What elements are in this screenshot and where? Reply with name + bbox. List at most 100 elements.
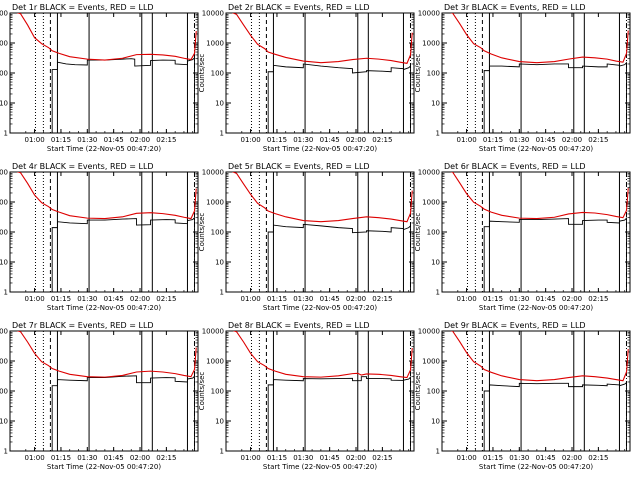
series-line-lld — [16, 331, 197, 378]
x-tick-label: 02:15 — [156, 295, 176, 303]
y-tick-label: 100 — [427, 229, 440, 237]
y-tick-label: 1 — [436, 448, 440, 456]
y-tick-label: 100 — [0, 229, 8, 237]
y-tick-label: 100 — [427, 388, 440, 396]
series-line-lld — [449, 331, 629, 382]
y-axis-label: Counts/sec — [198, 372, 206, 411]
x-tick-label: 02:00 — [346, 295, 366, 303]
x-tick-label: 01:15 — [483, 454, 503, 462]
y-tick-label: 1000 — [206, 199, 224, 207]
series-group — [16, 331, 197, 451]
x-tick-label: 01:45 — [536, 295, 556, 303]
x-tick-label: 01:30 — [509, 295, 529, 303]
y-tick-label: 1000 — [206, 40, 224, 48]
plot-frame — [441, 171, 631, 293]
series-line-lld — [16, 13, 197, 61]
y-tick-label: 1 — [220, 130, 224, 138]
chart-title: Det 6r BLACK = Events, RED = LLD — [444, 162, 586, 171]
plot-frame — [441, 330, 631, 452]
y-tick-label: 1000 — [0, 40, 8, 48]
y-tick-label: 1000 — [422, 358, 440, 366]
x-tick-label: 01:15 — [483, 136, 503, 144]
x-tick-label: 01:30 — [509, 136, 529, 144]
y-tick-label: 10000 — [202, 169, 224, 177]
x-tick-label: 01:30 — [293, 295, 313, 303]
x-tick-label: 02:00 — [130, 454, 150, 462]
x-axis-label: Start Time (22-Nov-05 00:47:20) — [479, 145, 593, 153]
x-tick-label: 01:00 — [241, 454, 261, 462]
x-tick-label: 01:15 — [267, 136, 287, 144]
chart-panel-1: 1 10 100 1000 10000 01:00 01:15 01:30 01:45 02:00… — [0, 3, 199, 153]
chart-title: Det 7r BLACK = Events, RED = LLD — [12, 321, 154, 330]
x-axis-label: Start Time (22-Nov-05 00:47:20) — [263, 304, 377, 312]
x-tick-label: 01:00 — [457, 454, 477, 462]
y-axis-label: Counts/sec — [198, 54, 206, 93]
series-line-events — [267, 63, 411, 133]
y-tick-label: 1 — [4, 448, 8, 456]
y-tick-label: 10 — [0, 259, 8, 267]
y-tick-label: 1 — [4, 130, 8, 138]
plot-frame — [225, 12, 415, 134]
y-tick-label: 1000 — [422, 199, 440, 207]
y-tick-label: 10 — [0, 100, 8, 108]
x-tick-label: 02:15 — [588, 295, 608, 303]
y-tick-label: 10000 — [418, 169, 440, 177]
y-tick-label: 100 — [427, 70, 440, 78]
series-group — [449, 172, 629, 292]
x-axis-label: Start Time (22-Nov-05 00:47:20) — [263, 463, 377, 471]
y-tick-label: 10000 — [0, 169, 8, 177]
chart-panel-3: 1 10 100 1000 10000 01:00 01:15 01:30 01:45 02:00… — [414, 3, 631, 153]
y-tick-label: 10000 — [0, 10, 8, 18]
series-line-events — [267, 375, 411, 451]
x-tick-label: 02:15 — [372, 295, 392, 303]
x-tick-label: 01:45 — [536, 454, 556, 462]
y-tick-label: 1000 — [0, 358, 8, 366]
x-tick-label: 02:00 — [346, 136, 366, 144]
x-tick-label: 02:15 — [156, 136, 176, 144]
x-tick-label: 02:15 — [372, 136, 392, 144]
x-tick-label: 01:30 — [77, 454, 97, 462]
series-line-lld — [231, 172, 413, 223]
y-tick-label: 1000 — [0, 199, 8, 207]
x-tick-label: 01:45 — [320, 454, 340, 462]
x-axis-label: Start Time (22-Nov-05 00:47:20) — [47, 145, 161, 153]
y-tick-label: 1 — [220, 289, 224, 297]
x-tick-label: 01:00 — [457, 136, 477, 144]
y-tick-label: 10 — [215, 418, 224, 426]
series-line-events — [483, 381, 627, 451]
x-tick-label: 02:00 — [130, 136, 150, 144]
x-tick-label: 01:30 — [77, 295, 97, 303]
series-line-lld — [232, 331, 413, 379]
x-axis-label: Start Time (22-Nov-05 00:47:20) — [479, 304, 593, 312]
x-tick-label: 01:45 — [104, 136, 124, 144]
x-tick-label: 02:00 — [562, 295, 582, 303]
x-axis-label: Start Time (22-Nov-05 00:47:20) — [47, 463, 161, 471]
x-tick-label: 01:15 — [51, 136, 71, 144]
x-tick-label: 01:45 — [104, 295, 124, 303]
x-tick-label: 01:45 — [104, 454, 124, 462]
chart-title: Det 2r BLACK = Events, RED = LLD — [228, 3, 370, 12]
x-tick-label: 01:00 — [241, 136, 261, 144]
y-tick-label: 100 — [211, 70, 224, 78]
x-axis-label: Start Time (22-Nov-05 00:47:20) — [263, 145, 377, 153]
x-tick-label: 01:15 — [51, 454, 71, 462]
x-tick-label: 01:45 — [536, 136, 556, 144]
x-tick-label: 01:00 — [241, 295, 261, 303]
y-tick-label: 10 — [431, 418, 440, 426]
series-group — [449, 331, 629, 451]
y-tick-label: 1 — [4, 289, 8, 297]
y-tick-label: 100 — [0, 70, 8, 78]
chart-title: Det 1r BLACK = Events, RED = LLD — [12, 3, 154, 12]
chart-panel-4: 1 10 100 1000 10000 01:00 01:15 01:30 01:45 02:00… — [0, 162, 199, 312]
x-tick-label: 02:15 — [588, 454, 608, 462]
chart-panel-7: 1 10 100 1000 10000 01:00 01:15 01:30 01:45 02:00… — [0, 321, 199, 471]
x-tick-label: 02:15 — [372, 454, 392, 462]
chart-panel-9: 1 10 100 1000 10000 01:00 01:15 01:30 01:45 02:00… — [414, 321, 631, 471]
y-tick-label: 10 — [431, 259, 440, 267]
x-tick-label: 02:00 — [562, 454, 582, 462]
y-tick-label: 10000 — [0, 328, 8, 336]
series-group — [16, 172, 197, 292]
x-tick-label: 01:30 — [509, 454, 529, 462]
y-axis-label: Counts/sec — [414, 372, 422, 411]
x-axis-label: Start Time (22-Nov-05 00:47:20) — [479, 463, 593, 471]
